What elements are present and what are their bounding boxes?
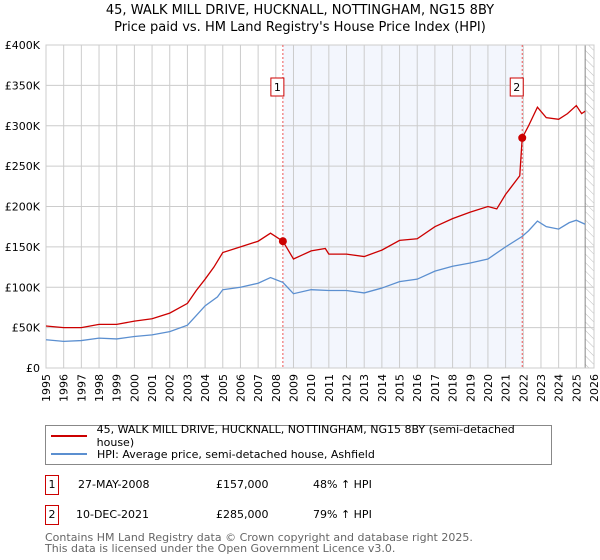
y-tick-label: £200K bbox=[5, 201, 41, 214]
sale-hpi-change: 79% ↑ HPI bbox=[313, 508, 372, 521]
x-tick-label: 2002 bbox=[164, 374, 177, 402]
x-tick-label: 1996 bbox=[58, 374, 71, 402]
y-tick-label: £300K bbox=[5, 120, 41, 133]
price-chart: 1995 1996 1997 1998 1999 2000 2001 2002 2003 2004… bbox=[5, 39, 600, 402]
sale-date: 27-MAY-2008 bbox=[78, 478, 150, 491]
y-tick-label: £350K bbox=[5, 79, 41, 92]
x-tick-label: 2007 bbox=[252, 374, 265, 402]
x-tick-label: 2025 bbox=[570, 374, 583, 402]
sale-label: 2 bbox=[513, 81, 520, 94]
sale-label-box bbox=[270, 77, 285, 97]
x-tick-label: 2017 bbox=[429, 374, 442, 402]
x-tick-label: 2004 bbox=[199, 374, 212, 402]
x-tick-label: 2006 bbox=[234, 374, 247, 402]
x-tick-label: 2022 bbox=[517, 374, 530, 402]
x-tick-label: 2023 bbox=[535, 374, 548, 402]
series-line bbox=[45, 219, 586, 343]
x-tick-label: 2016 bbox=[411, 374, 424, 402]
sale-point bbox=[518, 133, 527, 142]
x-tick-label: 2012 bbox=[341, 374, 354, 402]
sale-label-box bbox=[509, 77, 524, 97]
y-tick-label: £100K bbox=[5, 281, 41, 294]
series-line bbox=[45, 104, 586, 329]
x-tick-label: 2013 bbox=[358, 374, 371, 402]
y-tick-label: £250K bbox=[5, 160, 41, 173]
y-tick-label: £50K bbox=[12, 322, 41, 335]
chart-subtitle: Price paid vs. HM Land Registry's House … bbox=[114, 20, 486, 35]
legend-label: 45, WALK MILL DRIVE, HUCKNALL, NOTTINGHA… bbox=[96, 423, 515, 449]
sale-date: 10-DEC-2021 bbox=[76, 508, 150, 521]
x-tick-label: 2001 bbox=[146, 374, 159, 402]
sale-hpi-change: 48% ↑ HPI bbox=[313, 478, 372, 491]
x-tick-label: 1998 bbox=[93, 374, 106, 402]
y-tick-label: £400K bbox=[5, 39, 41, 52]
x-tick-label: 2015 bbox=[394, 374, 407, 402]
footer-licence: This data is licensed under the Open Gov… bbox=[45, 542, 396, 555]
x-tick-label: 1999 bbox=[111, 374, 124, 402]
legend-item-property: 45, WALK MILL DRIVE, HUCKNALL, NOTTINGHA… bbox=[51, 423, 551, 449]
x-tick-label: 2019 bbox=[464, 374, 477, 402]
sale-price: £285,000 bbox=[216, 508, 269, 521]
sale-price: £157,000 bbox=[216, 478, 269, 491]
x-tick-label: 2021 bbox=[500, 374, 513, 402]
footer-copyright: Contains HM Land Registry data © Crown c… bbox=[45, 531, 473, 544]
legend-label: HPI: Average price, semi-detached house,… bbox=[97, 447, 375, 461]
legend-swatch-blue bbox=[51, 453, 87, 455]
x-tick-label: 2026 bbox=[588, 374, 600, 402]
chart-title: 45, WALK MILL DRIVE, HUCKNALL, NOTTINGHA… bbox=[105, 3, 495, 18]
x-tick-label: 2011 bbox=[323, 374, 336, 402]
sale-point bbox=[278, 237, 287, 246]
x-tick-label: 2024 bbox=[553, 374, 566, 402]
legend: 45, WALK MILL DRIVE, HUCKNALL, NOTTINGHA… bbox=[45, 423, 552, 465]
y-tick-label: £150K bbox=[5, 241, 41, 254]
x-tick-label: 2010 bbox=[305, 374, 318, 402]
legend-swatch-red bbox=[51, 435, 87, 437]
plot-frame bbox=[45, 44, 595, 369]
y-tick-label: £0 bbox=[26, 362, 40, 375]
sale-badge: 1 bbox=[45, 475, 59, 495]
x-tick-label: 2005 bbox=[217, 374, 230, 402]
x-tick-label: 2008 bbox=[270, 374, 283, 402]
x-tick-label: 1995 bbox=[40, 374, 53, 402]
footer: Contains HM Land Registry data © Crown c… bbox=[45, 532, 473, 554]
x-tick-label: 1997 bbox=[75, 374, 88, 402]
legend-item-hpi: HPI: Average price, semi-detached house,… bbox=[51, 446, 375, 462]
sale-label: 1 bbox=[274, 81, 281, 94]
x-tick-label: 2000 bbox=[128, 374, 141, 402]
x-tick-label: 2003 bbox=[181, 374, 194, 402]
x-tick-label: 2020 bbox=[482, 374, 495, 402]
sale-badge: 2 bbox=[45, 505, 59, 525]
x-tick-label: 2014 bbox=[376, 374, 389, 402]
x-tick-label: 2009 bbox=[287, 374, 300, 402]
x-tick-label: 2018 bbox=[447, 374, 460, 402]
